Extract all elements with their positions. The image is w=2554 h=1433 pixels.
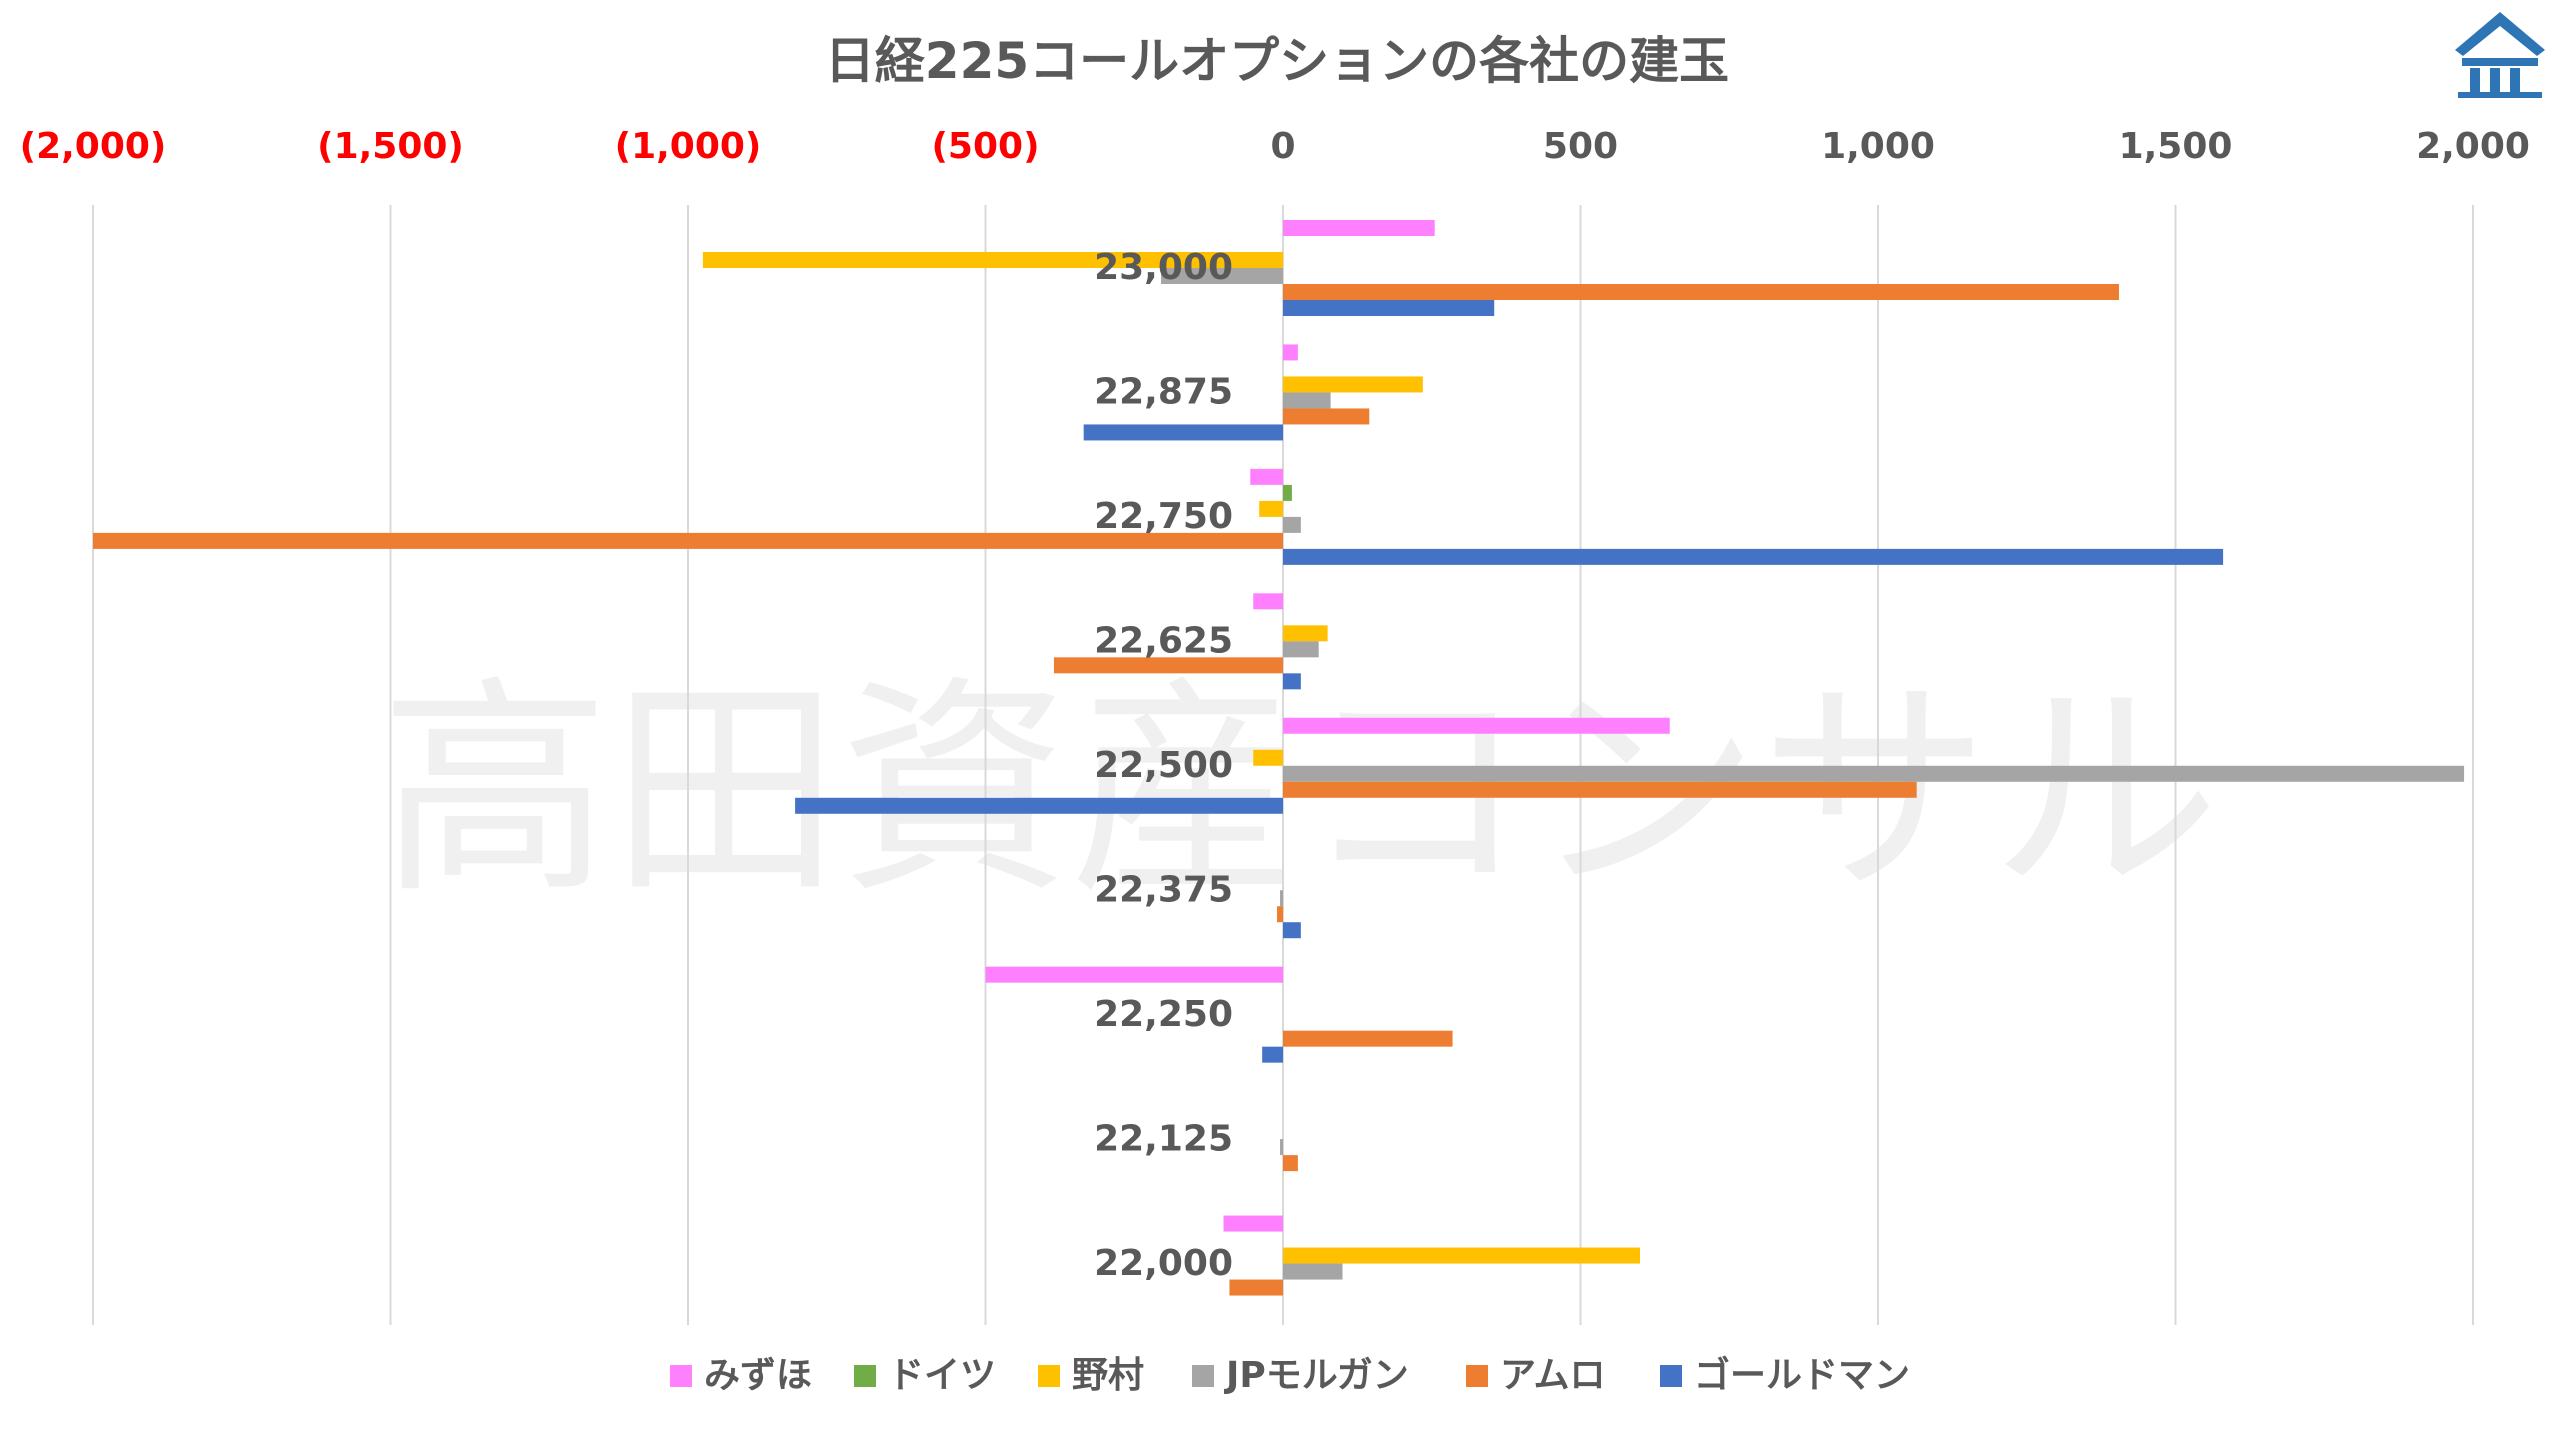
legend-label: ドイツ bbox=[888, 1355, 996, 1396]
category-label: 22,500 bbox=[1094, 745, 1233, 786]
bar-4-1 bbox=[1283, 408, 1370, 425]
bar-1-2 bbox=[1283, 484, 1292, 501]
category-label: 22,375 bbox=[1094, 869, 1233, 910]
legend-swatch bbox=[670, 1365, 692, 1387]
bar-3-8 bbox=[1283, 1263, 1343, 1280]
bar-4-5 bbox=[1277, 906, 1283, 923]
bar-4-6 bbox=[1283, 1030, 1453, 1047]
bar-2-8 bbox=[1283, 1247, 1640, 1264]
legend-label: みずほ bbox=[704, 1355, 812, 1396]
bar-5-5 bbox=[1283, 922, 1301, 939]
bar-5-0 bbox=[1283, 300, 1495, 316]
x-tick-label: 2,000 bbox=[2416, 126, 2530, 167]
x-tick-label: 500 bbox=[1543, 126, 1618, 167]
legend-label: JPモルガン bbox=[1223, 1355, 1409, 1396]
bar-2-0 bbox=[702, 252, 1283, 268]
bar-5-6 bbox=[1262, 1046, 1283, 1063]
category-label: 22,875 bbox=[1094, 372, 1233, 413]
bar-3-4 bbox=[1283, 765, 2465, 782]
bar-4-8 bbox=[1229, 1279, 1283, 1296]
bar-0-6 bbox=[985, 966, 1283, 983]
x-tick-label: 1,500 bbox=[2119, 126, 2233, 167]
category-label: 22,625 bbox=[1094, 621, 1233, 662]
x-tick-label: 0 bbox=[1270, 126, 1295, 167]
bar-5-3 bbox=[1283, 673, 1301, 690]
bar-0-2 bbox=[1250, 468, 1283, 485]
roof-logo-icon bbox=[2455, 12, 2545, 98]
chart-title: 日経225コールオプションの各社の建玉 bbox=[825, 32, 1729, 90]
bar-3-7 bbox=[1280, 1139, 1283, 1156]
bar-4-3 bbox=[1053, 657, 1283, 674]
bar-2-4 bbox=[1253, 749, 1283, 766]
bar-5-1 bbox=[1083, 424, 1283, 441]
bar-3-5 bbox=[1280, 890, 1283, 907]
legend-swatch bbox=[1466, 1365, 1488, 1387]
bar-4-2 bbox=[93, 532, 1283, 549]
bar-2-3 bbox=[1283, 625, 1328, 642]
legend-label: ゴールドマン bbox=[1694, 1354, 1910, 1396]
bar-3-3 bbox=[1283, 641, 1319, 658]
category-label: 22,000 bbox=[1094, 1243, 1233, 1284]
bar-4-0 bbox=[1283, 284, 2119, 300]
legend-swatch bbox=[1038, 1365, 1060, 1387]
legend-swatch bbox=[1660, 1365, 1682, 1387]
bar-5-2 bbox=[1283, 548, 2224, 565]
category-label: 23,000 bbox=[1094, 247, 1233, 288]
category-label: 22,750 bbox=[1094, 496, 1233, 537]
legend-swatch bbox=[1192, 1365, 1214, 1387]
bar-3-1 bbox=[1283, 392, 1331, 409]
x-tick-label: 1,000 bbox=[1821, 126, 1935, 167]
bar-3-0 bbox=[1161, 268, 1283, 284]
category-label: 22,125 bbox=[1094, 1118, 1233, 1159]
legend-swatch bbox=[854, 1365, 876, 1387]
legend-label: アムロ bbox=[1500, 1355, 1605, 1396]
legend-label: 野村 bbox=[1072, 1355, 1144, 1396]
bar-4-7 bbox=[1283, 1155, 1298, 1172]
bar-3-2 bbox=[1283, 516, 1301, 533]
x-tick-label: (500) bbox=[931, 126, 1039, 167]
category-label: 22,250 bbox=[1094, 994, 1233, 1035]
bar-2-1 bbox=[1283, 376, 1423, 393]
bar-0-0 bbox=[1283, 220, 1435, 236]
x-tick-label: (1,500) bbox=[317, 126, 464, 167]
bar-2-2 bbox=[1259, 500, 1283, 517]
x-tick-label: (2,000) bbox=[20, 126, 167, 167]
bar-0-3 bbox=[1253, 593, 1283, 610]
bar-0-1 bbox=[1283, 344, 1298, 361]
bar-0-8 bbox=[1223, 1215, 1283, 1232]
bar-4-4 bbox=[1283, 781, 1917, 798]
x-tick-label: (1,000) bbox=[615, 126, 762, 167]
bar-5-4 bbox=[795, 797, 1283, 814]
bar-0-4 bbox=[1283, 717, 1670, 734]
